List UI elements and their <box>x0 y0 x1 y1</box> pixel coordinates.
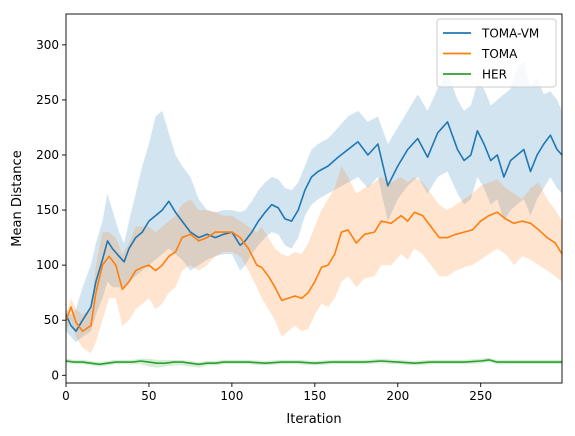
legend-box <box>436 18 557 88</box>
legend-label: TOMA-VM <box>481 27 539 41</box>
y-tick-label: 250 <box>36 93 59 107</box>
legend: TOMA-VM TOMA HER <box>436 18 557 88</box>
y-tick-label: 50 <box>44 313 59 327</box>
x-tick-label: 200 <box>386 389 409 403</box>
legend-label: HER <box>482 68 507 82</box>
series-line-toma <box>66 211 562 332</box>
y-tick-label: 100 <box>36 258 59 272</box>
y-tick-label: 200 <box>36 148 59 162</box>
x-tick-label: 150 <box>303 389 326 403</box>
x-tick-label: 0 <box>62 389 70 403</box>
x-tick-label: 100 <box>220 389 243 403</box>
axes: 0 50 100 150 200 250 0 50 100 150 200 250 300 <box>36 13 563 403</box>
x-tick-label: 250 <box>469 389 492 403</box>
y-tick-label: 0 <box>51 368 59 382</box>
plot-frame <box>65 13 563 384</box>
x-axis-label: Iteration <box>286 412 341 427</box>
confidence-bands <box>66 61 562 368</box>
y-tick-label: 300 <box>36 38 59 52</box>
y-axis-label: Mean Distance <box>10 150 25 246</box>
series-lines <box>66 121 562 366</box>
x-tick-label: 50 <box>141 389 156 403</box>
band-toma <box>66 166 562 354</box>
y-tick-label: 150 <box>36 203 59 217</box>
series-line-toma-vm <box>66 121 562 332</box>
series-line-her <box>66 359 562 366</box>
legend-label: TOMA <box>481 47 518 61</box>
